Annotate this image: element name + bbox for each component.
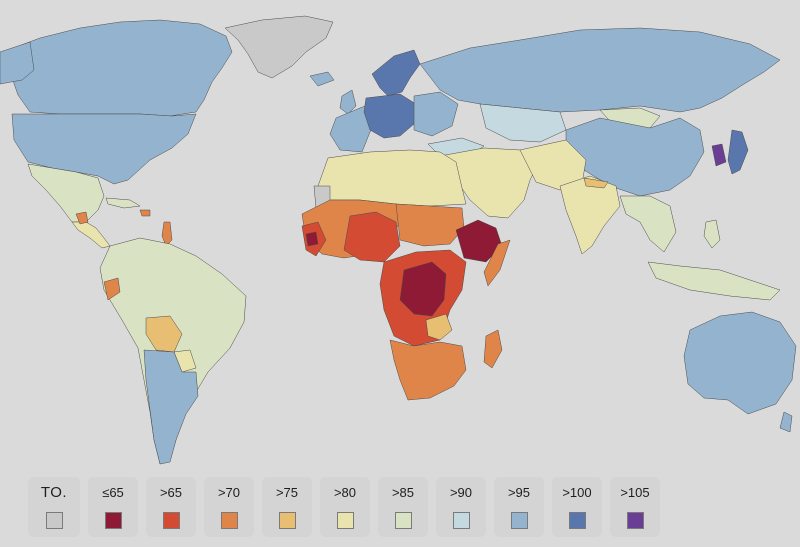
korea xyxy=(711,143,727,167)
argentina-chile xyxy=(143,349,199,465)
legend-swatch xyxy=(452,512,470,529)
zambia xyxy=(425,313,453,341)
legend-label: >65 xyxy=(159,485,183,500)
kazakhstan xyxy=(479,103,567,143)
central-europe xyxy=(363,93,417,139)
legend-item: >75 xyxy=(262,477,312,537)
middle-east xyxy=(439,147,541,219)
legend-label: >85 xyxy=(391,485,415,500)
legend-label: >90 xyxy=(449,485,473,500)
cuba xyxy=(105,197,141,209)
eastern-europe xyxy=(413,91,459,137)
legend-label: >105 xyxy=(620,485,650,500)
north-africa xyxy=(317,149,467,207)
legend-label: >70 xyxy=(217,485,241,500)
iceland xyxy=(309,71,335,87)
sierra-leone xyxy=(305,231,319,247)
alaska xyxy=(0,41,35,85)
legend-item: >80 xyxy=(320,477,370,537)
legend-label: >75 xyxy=(275,485,299,500)
legend-label: >100 xyxy=(562,485,592,500)
philippines xyxy=(703,219,721,249)
legend-swatch xyxy=(104,512,122,529)
legend-swatch xyxy=(220,512,238,529)
legend-item: >100 xyxy=(552,477,602,537)
dr-congo xyxy=(399,261,447,317)
legend-swatch xyxy=(626,512,644,529)
southern-africa xyxy=(389,339,467,401)
legend-label: >80 xyxy=(333,485,357,500)
legend-label: ≤65 xyxy=(102,485,124,500)
legend-item: >85 xyxy=(378,477,428,537)
greenland xyxy=(224,15,334,79)
legend-item: TO. xyxy=(28,477,80,537)
japan xyxy=(727,129,749,175)
united-states xyxy=(11,113,197,185)
legend: TO. ≤65 >65 >70 >75 >80 >85 >90 >95 >100 >105 xyxy=(28,477,660,537)
legend-item: >65 xyxy=(146,477,196,537)
somalia xyxy=(483,239,511,287)
southeast-asia xyxy=(619,195,677,253)
legend-swatch xyxy=(162,512,180,529)
legend-swatch xyxy=(45,512,63,529)
india xyxy=(559,175,621,255)
central-west-africa xyxy=(343,211,401,263)
legend-swatch xyxy=(568,512,586,529)
legend-item: >70 xyxy=(204,477,254,537)
russia xyxy=(419,27,781,113)
legend-item: >95 xyxy=(494,477,544,537)
new-zealand xyxy=(779,411,793,433)
legend-label: >95 xyxy=(507,485,531,500)
legend-item: ≤65 xyxy=(88,477,138,537)
ecuador xyxy=(103,277,121,301)
indonesia xyxy=(647,261,781,301)
legend-item: >105 xyxy=(610,477,660,537)
guatemala xyxy=(75,211,89,225)
united-kingdom xyxy=(339,89,357,115)
madagascar xyxy=(483,329,503,369)
scandinavia xyxy=(371,49,421,97)
central-america xyxy=(71,221,111,249)
legend-item: >90 xyxy=(436,477,486,537)
australia xyxy=(683,311,797,415)
nepal xyxy=(583,177,609,189)
chad-sudan xyxy=(395,203,465,247)
legend-swatch xyxy=(336,512,354,529)
lesser-antilles xyxy=(161,221,173,247)
legend-label: TO. xyxy=(40,484,68,501)
legend-swatch xyxy=(510,512,528,529)
legend-swatch xyxy=(394,512,412,529)
haiti xyxy=(139,209,151,217)
legend-swatch xyxy=(278,512,296,529)
canada xyxy=(7,19,233,117)
world-map xyxy=(0,15,797,465)
